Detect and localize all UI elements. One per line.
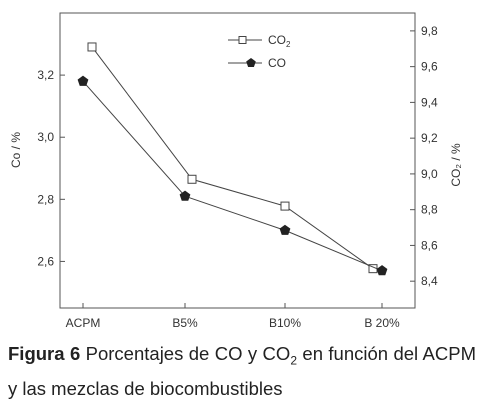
right-tick-label: 9,2 [421, 131, 438, 145]
right-tick-label: 9,8 [421, 24, 438, 38]
right-tick-label: 9,0 [421, 167, 438, 181]
right-tick-label: 8,6 [421, 238, 438, 252]
right-tick-label: 9,4 [421, 95, 438, 109]
plot-frame [59, 12, 416, 309]
left-tick-label: 2,8 [37, 192, 54, 206]
data-point-co2 [280, 201, 290, 211]
x-tick-label: B 20% [364, 316, 400, 330]
series-line-co2 [91, 46, 374, 270]
legend-label: CO [268, 56, 286, 70]
right-axis-label: CO₂ / % [449, 143, 463, 187]
data-point-co2 [87, 42, 97, 52]
x-tick-label: B5% [172, 316, 198, 330]
x-tick-label: ACPM [66, 316, 101, 330]
left-tick-label: 3,0 [37, 130, 54, 144]
right-tick-label: 9,6 [421, 60, 438, 74]
data-point-co [376, 265, 388, 276]
x-tick-label: B10% [269, 316, 301, 330]
legend-marker-pentagon [246, 58, 256, 67]
caption-text-part2: en función del ACPM y las mezclas de bio… [8, 343, 476, 399]
left-tick-label: 3,2 [37, 68, 54, 82]
legend-marker-square [238, 36, 247, 44]
line-chart: 2,6 2,8 3,0 3,2 8,4 8,6 8,8 9,0 9,2 9,4 9,6 9,8 AC… [9, 12, 463, 330]
x-axis-ticks: ACPM B5% B10% B 20% [66, 303, 400, 330]
caption-subscript: 2 [290, 353, 297, 368]
data-point-co [179, 190, 191, 201]
series-line-co [82, 80, 383, 272]
figure-label: Figura 6 [8, 343, 81, 364]
left-axis-ticks: 2,6 2,8 3,0 3,2 [37, 68, 65, 268]
caption-text-part1: Porcentajes de CO y CO [80, 343, 291, 364]
right-tick-label: 8,8 [421, 203, 438, 217]
right-tick-label: 8,4 [421, 274, 438, 288]
left-axis-label: Co / % [9, 132, 23, 168]
left-tick-label: 2,6 [37, 254, 54, 268]
legend-label-subscript: 2 [286, 40, 291, 49]
data-point-co [279, 224, 291, 235]
figure-caption: Figura 6 Porcentajes de CO y CO2 en func… [8, 340, 476, 402]
legend: CO2 CO [228, 33, 291, 70]
data-point-co [77, 75, 89, 86]
right-axis-ticks: 8,4 8,6 8,8 9,0 9,2 9,4 9,6 9,8 [410, 24, 438, 288]
legend-label: CO2 [268, 33, 291, 49]
series-layer [77, 42, 388, 276]
data-point-co2 [187, 174, 197, 184]
